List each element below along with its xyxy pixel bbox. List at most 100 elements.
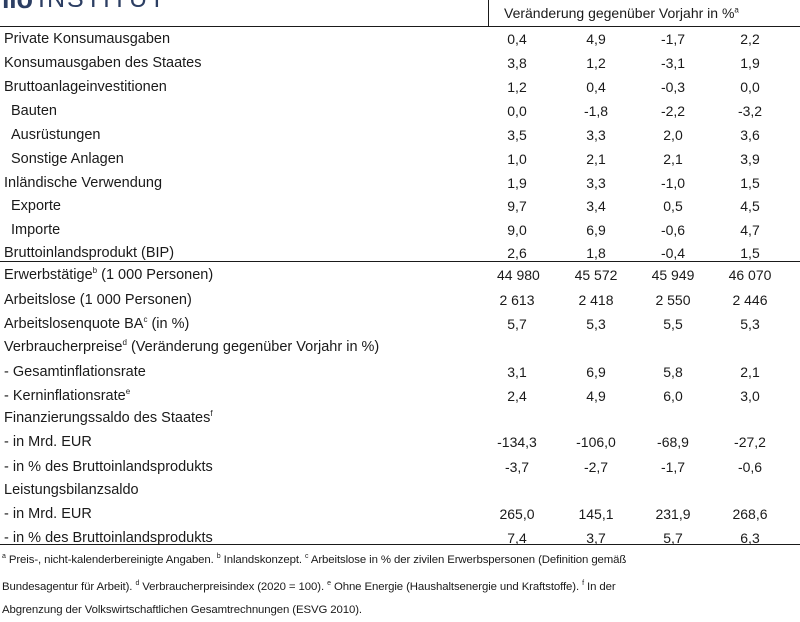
value-cell: 2 613 xyxy=(499,292,535,308)
section-divider xyxy=(0,261,800,262)
footnote-marker: c xyxy=(305,553,309,560)
value-cell: 9,0 xyxy=(507,222,527,238)
value-cell: -27,2 xyxy=(734,434,766,450)
value-cell: 3,4 xyxy=(586,198,606,214)
value-cell: 1,5 xyxy=(740,245,760,261)
value-cell: -1,0 xyxy=(660,175,686,191)
row-label: Verbraucherpreised (Veränderung gegenübe… xyxy=(4,338,379,355)
value-cell: -68,9 xyxy=(657,434,689,450)
row-label-text: Sonstige Anlagen xyxy=(11,150,124,167)
row-label: - in % des Bruttoinlandsprodukts xyxy=(4,529,213,546)
value-cell: -134,3 xyxy=(497,434,537,450)
row-label-text: Arbeitslose (1 000 Personen) xyxy=(4,291,192,308)
table-row: Bruttoanlageinvestitionen 1,2 0,4 -0,3 0,0 xyxy=(0,74,800,98)
row-label: Arbeitslose (1 000 Personen) xyxy=(4,291,192,308)
row-label-text: Exporte xyxy=(11,197,61,214)
value-cell: 2,0 xyxy=(663,127,683,143)
footnote-marker: e xyxy=(327,579,331,587)
value-cell: 1,8 xyxy=(586,245,606,261)
value-cell: 0,4 xyxy=(507,31,527,47)
value-cell: 0,5 xyxy=(663,198,683,214)
value-cell: -106,0 xyxy=(576,434,616,450)
row-label-text: Erwerbstätige xyxy=(4,266,93,283)
table-row: - Kerninflationsratee 2,4 4,9 6,0 3,0 xyxy=(0,383,800,407)
value-cell: -2,2 xyxy=(660,103,686,119)
value-cell: -1,7 xyxy=(660,459,686,475)
value-cell: -3,1 xyxy=(660,55,686,71)
value-cell: -2,7 xyxy=(583,459,609,475)
footnote-line: a Preis-, nicht-kalenderbereinigte Angab… xyxy=(2,545,798,572)
value-cell: 6,9 xyxy=(586,222,606,238)
value-cell: 2 550 xyxy=(655,292,691,308)
row-label: Konsumausgaben des Staates xyxy=(4,54,202,71)
row-label-text: Ausrüstungen xyxy=(11,126,101,143)
table-row: Importe 9,0 6,9 -0,6 4,7 xyxy=(0,217,800,241)
footnote-marker: f xyxy=(582,579,584,587)
footnote-text: Arbeitslose in % der zivilen Erwerbspers… xyxy=(308,553,627,566)
value-cell: 3,7 xyxy=(586,530,606,546)
row-label: Bruttoinlandsprodukt (BIP) xyxy=(4,244,174,261)
value-cell: 4,9 xyxy=(586,388,606,404)
row-label: - in % des Bruttoinlandsprodukts xyxy=(4,458,213,475)
row-label-suffix: (in %) xyxy=(147,315,190,332)
table-row: - in Mrd. EUR 265,0 145,1 231,9 268,6 xyxy=(0,501,800,525)
value-cell: 46 070 xyxy=(728,267,772,283)
table-row: Finanzierungssaldo des Staatesf xyxy=(0,405,800,429)
value-cell: 2,1 xyxy=(586,151,606,167)
value-cell: 5,5 xyxy=(663,316,683,332)
row-label-text: - in % des Bruttoinlandsprodukts xyxy=(4,458,213,475)
footnote-marker: b xyxy=(92,266,98,275)
row-label: - Gesamtinflationsrate xyxy=(4,363,146,380)
value-cell: -0,4 xyxy=(660,245,686,261)
footnote-marker: a xyxy=(734,5,739,15)
value-cell: 2,2 xyxy=(740,31,760,47)
value-cell: -3,7 xyxy=(504,459,530,475)
value-cell: 45 949 xyxy=(651,267,695,283)
footnote-line: Bundesagentur für Arbeit). d Verbraucher… xyxy=(2,572,798,599)
footnote-text: Preis-, nicht-kalenderbereinigte Angaben… xyxy=(5,553,217,566)
row-label-text: Konsumausgaben des Staates xyxy=(4,54,202,71)
footnote-marker: a xyxy=(2,553,6,560)
column-header: Veränderung gegenüber Vorjahr in %a xyxy=(488,0,800,26)
value-cell: 1,5 xyxy=(740,175,760,191)
value-cell: 5,3 xyxy=(586,316,606,332)
table-row: Sonstige Anlagen 1,0 2,1 2,1 3,9 xyxy=(0,146,800,170)
value-cell: 2,4 xyxy=(507,388,527,404)
column-header-label: Veränderung gegenüber Vorjahr in % xyxy=(504,5,735,21)
footnote-text: Inlandskonzept. xyxy=(220,553,306,566)
table-row: Inländische Verwendung 1,9 3,3 -1,0 1,5 xyxy=(0,170,800,194)
row-label: Arbeitslosenquote BAc (in %) xyxy=(4,315,189,332)
row-label-text: Bruttoanlageinvestitionen xyxy=(4,78,167,95)
row-label-text: Bauten xyxy=(11,102,57,119)
logo-mark: ifo xyxy=(2,0,33,13)
footnote-marker: e xyxy=(125,387,131,396)
footnote-text: In der xyxy=(583,580,616,593)
value-cell: 2 446 xyxy=(732,292,768,308)
value-cell: 2,1 xyxy=(740,364,760,380)
value-cell: 3,6 xyxy=(740,127,760,143)
row-label-text: Inländische Verwendung xyxy=(4,174,163,191)
table-row: Erwerbstätigeb (1 000 Personen) 44 980 45 … xyxy=(0,262,800,286)
table-row: Arbeitslosenquote BAc (in %) 5,7 5,3 5,5 5,3 xyxy=(0,311,800,335)
value-cell: 3,3 xyxy=(586,175,606,191)
value-cell: 4,9 xyxy=(586,31,606,47)
value-cell: 5,8 xyxy=(663,364,683,380)
row-label: Private Konsumausgaben xyxy=(4,30,170,47)
value-cell: 3,8 xyxy=(507,55,527,71)
value-cell: 4,7 xyxy=(740,222,760,238)
footnote-text: Bundesagentur für Arbeit). xyxy=(2,580,136,593)
row-label: Erwerbstätigeb (1 000 Personen) xyxy=(4,266,213,283)
row-label: Inländische Verwendung xyxy=(4,174,162,191)
row-label: Ausrüstungen xyxy=(11,126,100,143)
table-row: - in Mrd. EUR -134,3 -106,0 -68,9 -27,2 xyxy=(0,429,800,453)
row-label: Bauten xyxy=(11,102,57,119)
value-cell: 3,0 xyxy=(740,388,760,404)
value-cell: -0,3 xyxy=(660,79,686,95)
value-cell: -1,7 xyxy=(660,31,686,47)
value-cell: 265,0 xyxy=(499,506,535,522)
row-label-text: Importe xyxy=(11,221,61,238)
value-cell: 0,4 xyxy=(586,79,606,95)
table-row: Verbraucherpreised (Veränderung gegenübe… xyxy=(0,334,800,358)
table-row: Private Konsumausgaben 0,4 4,9 -1,7 2,2 xyxy=(0,26,800,50)
table-row: Exporte 9,7 3,4 0,5 4,5 xyxy=(0,193,800,217)
